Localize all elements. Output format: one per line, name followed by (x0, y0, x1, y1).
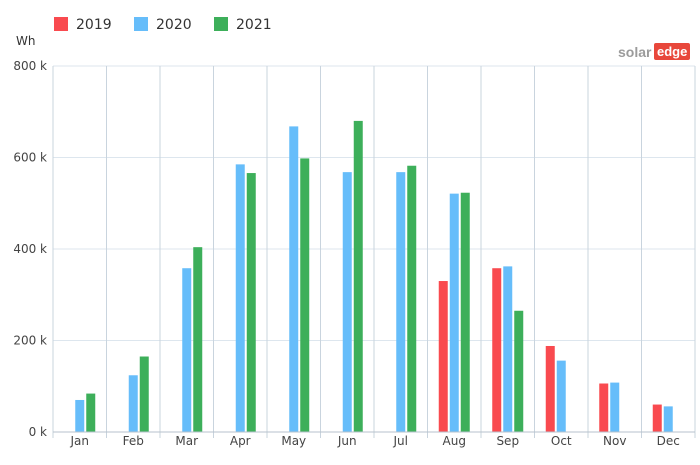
x-tick-label-feb: Feb (123, 434, 144, 448)
bar-2021-jul[interactable] (407, 165, 417, 433)
bar-2021-may[interactable] (300, 158, 310, 433)
x-tick-label-may: May (281, 434, 306, 448)
solaredge-logo: solar edge (618, 43, 690, 60)
bar-2020-dec[interactable] (663, 406, 673, 432)
bar-2020-jan[interactable] (75, 399, 85, 432)
bar-2021-jun[interactable] (353, 120, 363, 433)
legend-label-2019[interactable]: 2019 (76, 17, 112, 33)
bar-2020-may[interactable] (289, 126, 299, 432)
x-tick-label-jan: Jan (70, 434, 90, 448)
x-tick-label-dec: Dec (657, 434, 680, 448)
bar-2021-apr[interactable] (246, 173, 256, 432)
bar-2020-apr[interactable] (235, 164, 245, 433)
x-tick-label-aug: Aug (443, 434, 466, 448)
bar-2021-aug[interactable] (460, 192, 470, 432)
legend-label-2020[interactable]: 2020 (156, 17, 192, 33)
grid (52, 65, 696, 438)
x-tick-label-sep: Sep (496, 434, 519, 448)
x-tick-label-oct: Oct (551, 434, 572, 448)
legend-swatch-2021[interactable] (214, 17, 228, 31)
legend: 2019 2020 2021 (54, 17, 272, 33)
bar-2021-feb[interactable] (139, 356, 149, 432)
bar-2019-nov[interactable] (599, 383, 609, 432)
bar-2020-nov[interactable] (610, 382, 620, 432)
x-tick-label-jul: Jul (393, 434, 408, 448)
bar-2019-dec[interactable] (652, 404, 662, 432)
legend-swatch-2020[interactable] (134, 17, 148, 31)
y-tick-label-2: 400 k (13, 242, 47, 256)
y-tick-label-4: 800 k (13, 59, 47, 73)
x-tick-label-jun: Jun (337, 434, 357, 448)
bar-2019-sep[interactable] (492, 268, 502, 432)
bar-2021-jan[interactable] (86, 393, 96, 432)
x-tick-label-apr: Apr (230, 434, 251, 448)
brand-edge-box (654, 43, 690, 60)
y-tick-label-3: 600 k (13, 151, 47, 165)
bar-2020-sep[interactable] (503, 266, 513, 432)
bar-2020-aug[interactable] (449, 193, 459, 432)
bar-2019-oct[interactable] (545, 345, 555, 432)
legend-label-2021[interactable]: 2021 (236, 17, 272, 33)
brand-solar-text: solar (618, 44, 652, 60)
y-tick-label-0: 0 k (29, 425, 47, 439)
brand-edge-text: edge (657, 44, 687, 59)
bar-2020-oct[interactable] (556, 360, 566, 432)
y-axis-unit-label: Wh (16, 34, 35, 48)
legend-swatch-2019[interactable] (54, 17, 68, 31)
x-tick-label-nov: Nov (603, 434, 626, 448)
y-tick-label-1: 200 k (13, 334, 47, 348)
bar-2021-sep[interactable] (514, 310, 524, 432)
bar-2020-mar[interactable] (182, 268, 192, 432)
bar-2021-mar[interactable] (193, 247, 203, 432)
bars (75, 120, 673, 433)
bar-2020-jun[interactable] (342, 172, 352, 432)
bar-2020-jul[interactable] (396, 172, 406, 432)
bar-2020-feb[interactable] (128, 375, 138, 432)
bar-2019-aug[interactable] (438, 281, 448, 432)
x-tick-label-mar: Mar (175, 434, 198, 448)
tick-labels: 0 k 200 k 400 k 600 k 800 k Jan Feb Mar Apr May Ju… (13, 59, 680, 448)
